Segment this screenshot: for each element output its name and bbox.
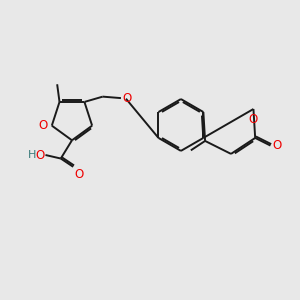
Text: O: O	[39, 119, 48, 132]
Text: O: O	[122, 92, 132, 105]
Text: O: O	[35, 148, 45, 161]
Text: O: O	[74, 168, 84, 181]
Text: O: O	[272, 139, 281, 152]
Text: O: O	[249, 113, 258, 126]
Text: H: H	[28, 150, 36, 160]
